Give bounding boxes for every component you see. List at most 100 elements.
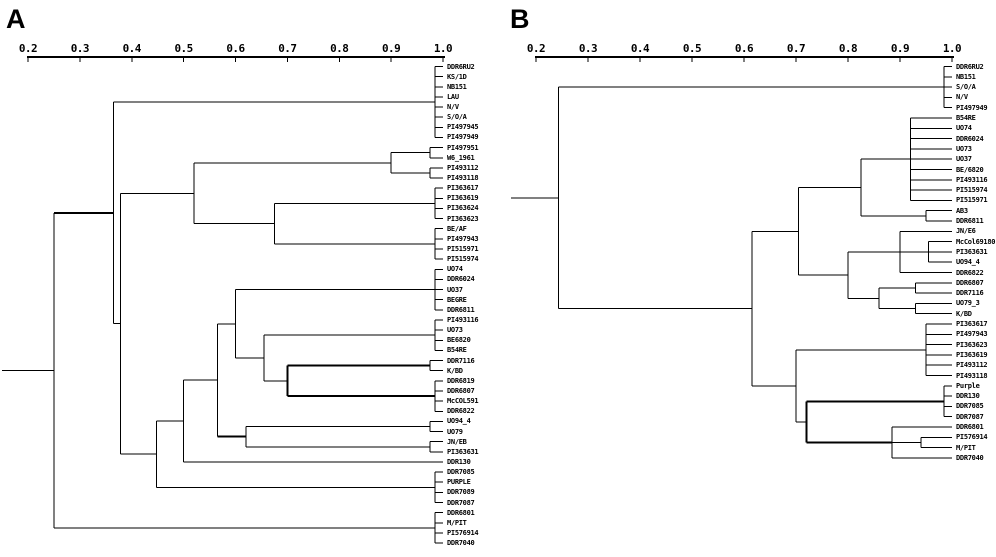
leaf-label: DDR7089 xyxy=(447,488,475,497)
leaf-label: S/O/A xyxy=(447,113,467,122)
leaf-label: N/V xyxy=(447,103,459,112)
leaf-label: UO74 xyxy=(956,124,972,133)
axis-tick-label: 1.0 xyxy=(433,42,453,55)
leaf-label: PI493112 xyxy=(956,361,988,370)
leaf-label: DDR6807 xyxy=(956,278,984,287)
leaf-label: McCOL591 xyxy=(447,397,479,406)
leaf-label: BE/AF xyxy=(447,224,467,233)
axis-tick-label: 0.2 xyxy=(526,42,546,55)
axis-tick-label: 0.9 xyxy=(890,42,910,55)
axis-tick-label: 0.4 xyxy=(122,42,142,55)
leaf-label: PI363623 xyxy=(447,214,479,223)
leaf-label: UO73 xyxy=(956,144,972,153)
leaf-label: B54RE xyxy=(956,114,976,122)
leaf-label: McCol69180 xyxy=(956,237,996,246)
leaf-label: M/PIT xyxy=(956,443,976,452)
leaf-label: DDR7087 xyxy=(447,498,475,507)
leaf-label: PI363617 xyxy=(447,184,479,193)
leaf-label: PI497943 xyxy=(447,234,479,243)
leaf-label: UO73 xyxy=(447,326,463,335)
leaf-label: PI363617 xyxy=(956,320,988,328)
leaf-label: PI497945 xyxy=(447,123,479,132)
leaf-label: PI497943 xyxy=(956,330,988,339)
leaf-label: PI363631 xyxy=(956,247,988,256)
leaf-label: DDR6024 xyxy=(447,275,475,284)
axis-tick-label: 0.2 xyxy=(18,42,38,55)
leaf-label: S/O/A xyxy=(956,83,976,92)
leaf-label: PI493116 xyxy=(447,316,479,324)
leaf-label: DDR7116 xyxy=(447,356,475,365)
leaf-label: DDR6RU2 xyxy=(447,62,475,71)
leaf-label: PI493116 xyxy=(956,175,988,184)
axis-tick-label: 0.6 xyxy=(226,42,245,55)
leaf-label: PI493118 xyxy=(447,174,479,183)
leaf-label: JN/EB xyxy=(447,437,467,446)
leaf-label: PI363619 xyxy=(956,350,988,359)
leaf-label: UO79_3 xyxy=(956,299,980,308)
leaf-label: BE6820 xyxy=(447,336,471,345)
leaf-label: UO79 xyxy=(447,427,463,436)
leaf-label: DDR6811 xyxy=(956,217,984,225)
panel-b-label: B xyxy=(510,4,530,34)
leaf-label: UO37 xyxy=(956,155,972,164)
leaf-label: DDR130 xyxy=(956,392,980,401)
axis-tick-label: 0.8 xyxy=(838,42,858,55)
leaf-label: DDR7085 xyxy=(447,468,475,477)
leaf-label: DDR6811 xyxy=(447,305,475,314)
leaf-label: PI515974 xyxy=(956,186,988,195)
axis-tick-label: 0.6 xyxy=(734,42,754,55)
leaf-label: PI363631 xyxy=(447,447,479,456)
leaf-label: DDR7085 xyxy=(956,402,984,411)
axis-tick-label: 1.0 xyxy=(942,42,962,55)
leaf-label: UO74 xyxy=(447,265,463,274)
leaf-label: LAU xyxy=(447,92,459,101)
leaf-label: Purple xyxy=(956,381,980,390)
leaf-label: DDR6024 xyxy=(956,134,984,143)
leaf-label: NB151 xyxy=(447,82,467,91)
leaf-label: PI497949 xyxy=(956,103,988,112)
leaf-label: DDR6819 xyxy=(447,376,475,385)
leaf-label: K/BD xyxy=(956,309,972,318)
leaf-label: DDR6801 xyxy=(956,423,984,431)
leaf-label: PI493118 xyxy=(956,371,988,380)
leaf-label: DDR6801 xyxy=(447,508,475,517)
leaf-label: JN/E6 xyxy=(956,227,976,236)
axis-tick-label: 0.9 xyxy=(381,42,401,55)
leaf-label: DDR7040 xyxy=(956,453,984,462)
leaf-label: PI515971 xyxy=(956,196,988,205)
axis-tick-label: 0.3 xyxy=(578,42,598,55)
leaf-label: PI576914 xyxy=(956,433,988,442)
leaf-label: BE/6820 xyxy=(956,165,984,174)
leaf-label: PI515971 xyxy=(447,245,479,254)
leaf-label: M/PIT xyxy=(447,518,467,527)
leaf-label: PI363623 xyxy=(956,340,988,349)
axis-tick-label: 0.3 xyxy=(70,42,90,55)
axis-tick-label: 0.7 xyxy=(278,42,297,55)
leaf-label: PI493112 xyxy=(447,163,479,172)
leaf-label: DDR6807 xyxy=(447,386,475,395)
leaf-label: BEGRE xyxy=(447,295,467,304)
axis-tick-label: 0.5 xyxy=(682,42,702,55)
leaf-label: PI497951 xyxy=(447,143,479,152)
leaf-label: PI363619 xyxy=(447,194,479,203)
leaf-label: KS/1D xyxy=(447,72,467,81)
axis-tick-label: 0.5 xyxy=(174,42,193,55)
axis-tick-label: 0.4 xyxy=(630,42,650,55)
leaf-label: B54RE xyxy=(447,346,467,355)
leaf-label: AB3 xyxy=(956,206,968,215)
leaf-label: DDR6822 xyxy=(956,268,984,277)
leaf-label: UO94_4 xyxy=(447,417,471,426)
leaf-label: UO37 xyxy=(447,285,463,294)
leaf-label: PI515974 xyxy=(447,255,479,264)
leaf-label: DDR6822 xyxy=(447,407,475,416)
leaf-label: DDR7087 xyxy=(956,412,984,421)
leaf-label: PURPLE xyxy=(447,478,471,487)
leaf-label: DDR6RU2 xyxy=(956,62,984,71)
leaf-label: W6_1961 xyxy=(447,153,475,162)
leaf-label: PI576914 xyxy=(447,528,479,537)
leaf-label: NB151 xyxy=(956,72,976,81)
leaf-label: PI497949 xyxy=(447,133,479,142)
axis-tick-label: 0.8 xyxy=(330,42,349,55)
leaf-label: DDR130 xyxy=(447,457,471,466)
